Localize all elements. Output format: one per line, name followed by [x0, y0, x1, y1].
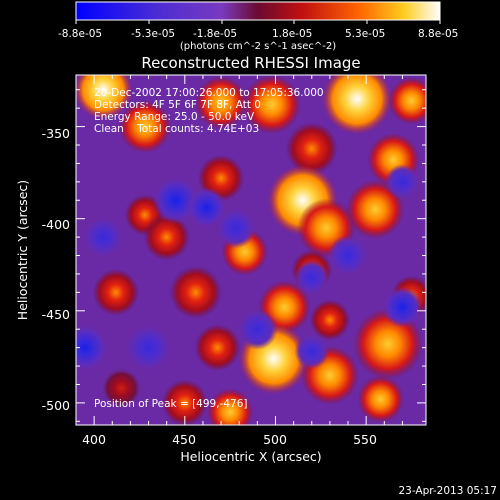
timestamp: 23-Apr-2013 05:17 — [398, 485, 497, 497]
heatmap-sources — [76, 75, 426, 425]
y-tick-label: -500 — [42, 398, 70, 413]
y-tick-label: -350 — [42, 126, 70, 141]
negative-residual — [294, 259, 330, 296]
colorbar-ticks — [75, 20, 441, 24]
x-axis-label: Heliocentric X (arcsec) — [180, 449, 321, 464]
negative-residual — [237, 308, 278, 350]
annotation-total-counts: Clean Total counts: 4.74E+03 — [94, 123, 259, 135]
emission-source — [388, 77, 426, 125]
colorbar-tick-label: 5.3e-05 — [345, 28, 385, 40]
emission-source — [194, 76, 248, 130]
emission-source — [92, 268, 140, 316]
y-axis-label: Heliocentric Y (arcsec) — [15, 180, 30, 320]
negative-residual — [76, 324, 109, 372]
colorbar-tick-label: 8.8e-05 — [418, 28, 458, 40]
emission-source — [322, 75, 392, 135]
emission-source — [309, 299, 351, 341]
y-tick-label: -400 — [42, 217, 70, 232]
emission-source — [118, 100, 172, 154]
negative-residual — [215, 207, 256, 249]
plot-frame — [75, 74, 427, 426]
negative-residual — [385, 164, 420, 200]
emission-source — [143, 213, 190, 261]
annotation-detectors: Detectors: 4F 5F 6F 7F 8F, Att 0 — [94, 99, 261, 111]
emission-source — [194, 324, 241, 372]
negative-residual — [327, 234, 369, 277]
colorbar-unit-label: (photons cm^-2 s^-1 asec^-2) — [180, 41, 336, 52]
emission-source — [169, 265, 222, 319]
annotation-time-range: 20-Dec-2002 17:00:26.000 to 17:05:36.000 — [94, 87, 324, 99]
x-tick-label: 400 — [82, 432, 106, 447]
emission-source — [206, 388, 254, 425]
x-tick-label: 550 — [353, 432, 377, 447]
annotation-energy-range: Energy Range: 25.0 - 50.0 keV — [94, 111, 255, 123]
emission-source — [76, 75, 133, 120]
negative-residual — [186, 187, 227, 229]
emission-source — [346, 180, 405, 239]
x-tick-label: 500 — [263, 432, 287, 447]
negative-residual — [82, 216, 124, 258]
negative-residual — [382, 286, 423, 328]
emission-source — [357, 375, 404, 423]
emission-source — [101, 367, 142, 409]
colorbar-tick-label: -1.8e-05 — [193, 28, 237, 40]
colorbar-tick-label: -8.8e-05 — [58, 28, 102, 40]
negative-residual — [294, 333, 330, 369]
negative-residual — [125, 324, 172, 372]
emission-source — [242, 75, 301, 134]
chart-title: Reconstructed RHESSI Image — [141, 54, 360, 72]
x-tick-label: 450 — [172, 432, 196, 447]
colorbar-tick-label: 1.8e-05 — [272, 28, 312, 40]
colorbar — [75, 1, 441, 21]
peak-position-label: Position of Peak = [499,-476] — [94, 398, 248, 410]
axis-ticks — [76, 75, 426, 425]
emission-source — [161, 379, 209, 425]
y-tick-label: -450 — [42, 307, 70, 322]
colorbar-tick-label: -5.3e-05 — [131, 28, 175, 40]
emission-source — [285, 122, 338, 176]
